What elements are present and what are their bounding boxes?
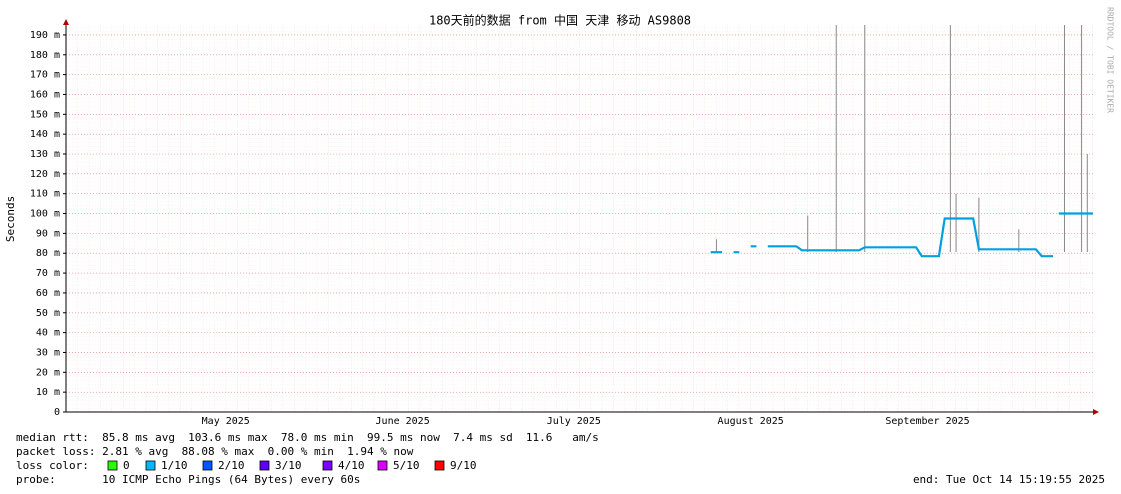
y-tick-label: 120 m [30, 169, 60, 180]
y-tick-label: 140 m [30, 129, 60, 140]
loss-label: 9/10 [450, 459, 477, 472]
y-tick-label: 170 m [30, 70, 60, 81]
y-tick-label: 80 m [36, 248, 60, 259]
y-tick-label: 40 m [36, 328, 60, 339]
loss-swatch [434, 460, 445, 471]
y-tick-label: 110 m [30, 189, 60, 200]
x-arrow [1093, 409, 1099, 415]
x-tick-label: July 2025 [547, 416, 601, 427]
packet-loss: packet loss: 2.81 % avg 88.08 % max 0.00… [16, 445, 414, 458]
y-tick-label: 160 m [30, 89, 60, 100]
x-tick-label: August 2025 [718, 416, 784, 427]
y-tick-label: 130 m [30, 149, 60, 160]
minor-grid [66, 25, 1093, 412]
loss-label: 5/10 [393, 459, 420, 472]
y-tick-label: 180 m [30, 50, 60, 61]
y-arrow [63, 19, 69, 25]
loss-swatch [145, 460, 156, 471]
watermark: RRDTOOL / TOBI OETIKER [1106, 7, 1115, 113]
loss-swatch [322, 460, 333, 471]
y-tick-label: 10 m [36, 387, 60, 398]
loss-swatch [259, 460, 270, 471]
loss-label: 4/10 [338, 459, 365, 472]
loss-swatch [107, 460, 118, 471]
y-tick-label: 50 m [36, 308, 60, 319]
loss-label: 1/10 [161, 459, 188, 472]
y-tick-label: 0 [54, 407, 60, 418]
loss-swatch [377, 460, 388, 471]
probe: probe: 10 ICMP Echo Pings (64 Bytes) eve… [16, 473, 360, 486]
y-tick-label: 30 m [36, 347, 60, 358]
y-tick-label: 70 m [36, 268, 60, 279]
y-tick-label: 20 m [36, 367, 60, 378]
loss-label: 3/10 [275, 459, 302, 472]
loss-swatch [202, 460, 213, 471]
loss-label: 0 [123, 459, 130, 472]
y-tick-label: 60 m [36, 288, 60, 299]
loss-label: 2/10 [218, 459, 245, 472]
y-tick-label: 100 m [30, 209, 60, 220]
median-line [710, 212, 1093, 258]
y-tick-label: 190 m [30, 30, 60, 41]
y-axis-label: Seconds [4, 196, 17, 242]
end-time: end: Tue Oct 14 15:19:55 2025 [913, 473, 1105, 486]
median-rtt: median rtt: 85.8 ms avg 103.6 ms max 78.… [16, 431, 599, 444]
x-tick-label: May 2025 [202, 416, 250, 427]
y-tick-label: 150 m [30, 109, 60, 120]
x-tick-label: June 2025 [376, 416, 430, 427]
chart-title: 180天前的数据 from 中国 天津 移动 AS9808 [429, 13, 691, 28]
y-tick-label: 90 m [36, 228, 60, 239]
loss-color-label: loss color: [16, 459, 89, 472]
x-tick-label: September 2025 [885, 416, 969, 427]
